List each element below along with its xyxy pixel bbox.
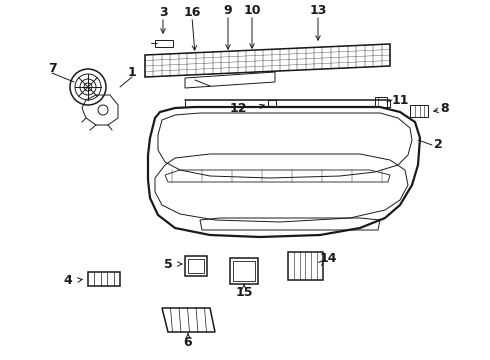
Text: 11: 11 xyxy=(391,94,409,107)
Bar xyxy=(268,100,276,107)
Text: 8: 8 xyxy=(441,102,449,114)
Bar xyxy=(188,259,204,273)
Bar xyxy=(155,40,173,47)
Text: 1: 1 xyxy=(127,66,136,78)
Text: 16: 16 xyxy=(183,5,201,18)
Text: 3: 3 xyxy=(159,5,167,18)
Bar xyxy=(375,97,387,107)
Bar xyxy=(233,261,255,281)
Text: 14: 14 xyxy=(319,252,337,265)
Text: 13: 13 xyxy=(309,4,327,17)
Bar xyxy=(185,256,207,276)
Text: 2: 2 xyxy=(434,139,442,152)
Bar xyxy=(230,258,258,284)
Text: 4: 4 xyxy=(64,274,73,287)
Text: 10: 10 xyxy=(243,4,261,17)
Bar xyxy=(288,252,323,280)
Text: 5: 5 xyxy=(164,257,172,270)
Text: 9: 9 xyxy=(224,4,232,17)
Text: 7: 7 xyxy=(48,62,56,75)
Bar xyxy=(410,105,428,117)
Text: 12: 12 xyxy=(229,102,247,114)
Text: 15: 15 xyxy=(235,285,253,298)
Bar xyxy=(88,272,120,286)
Text: 6: 6 xyxy=(184,336,192,348)
